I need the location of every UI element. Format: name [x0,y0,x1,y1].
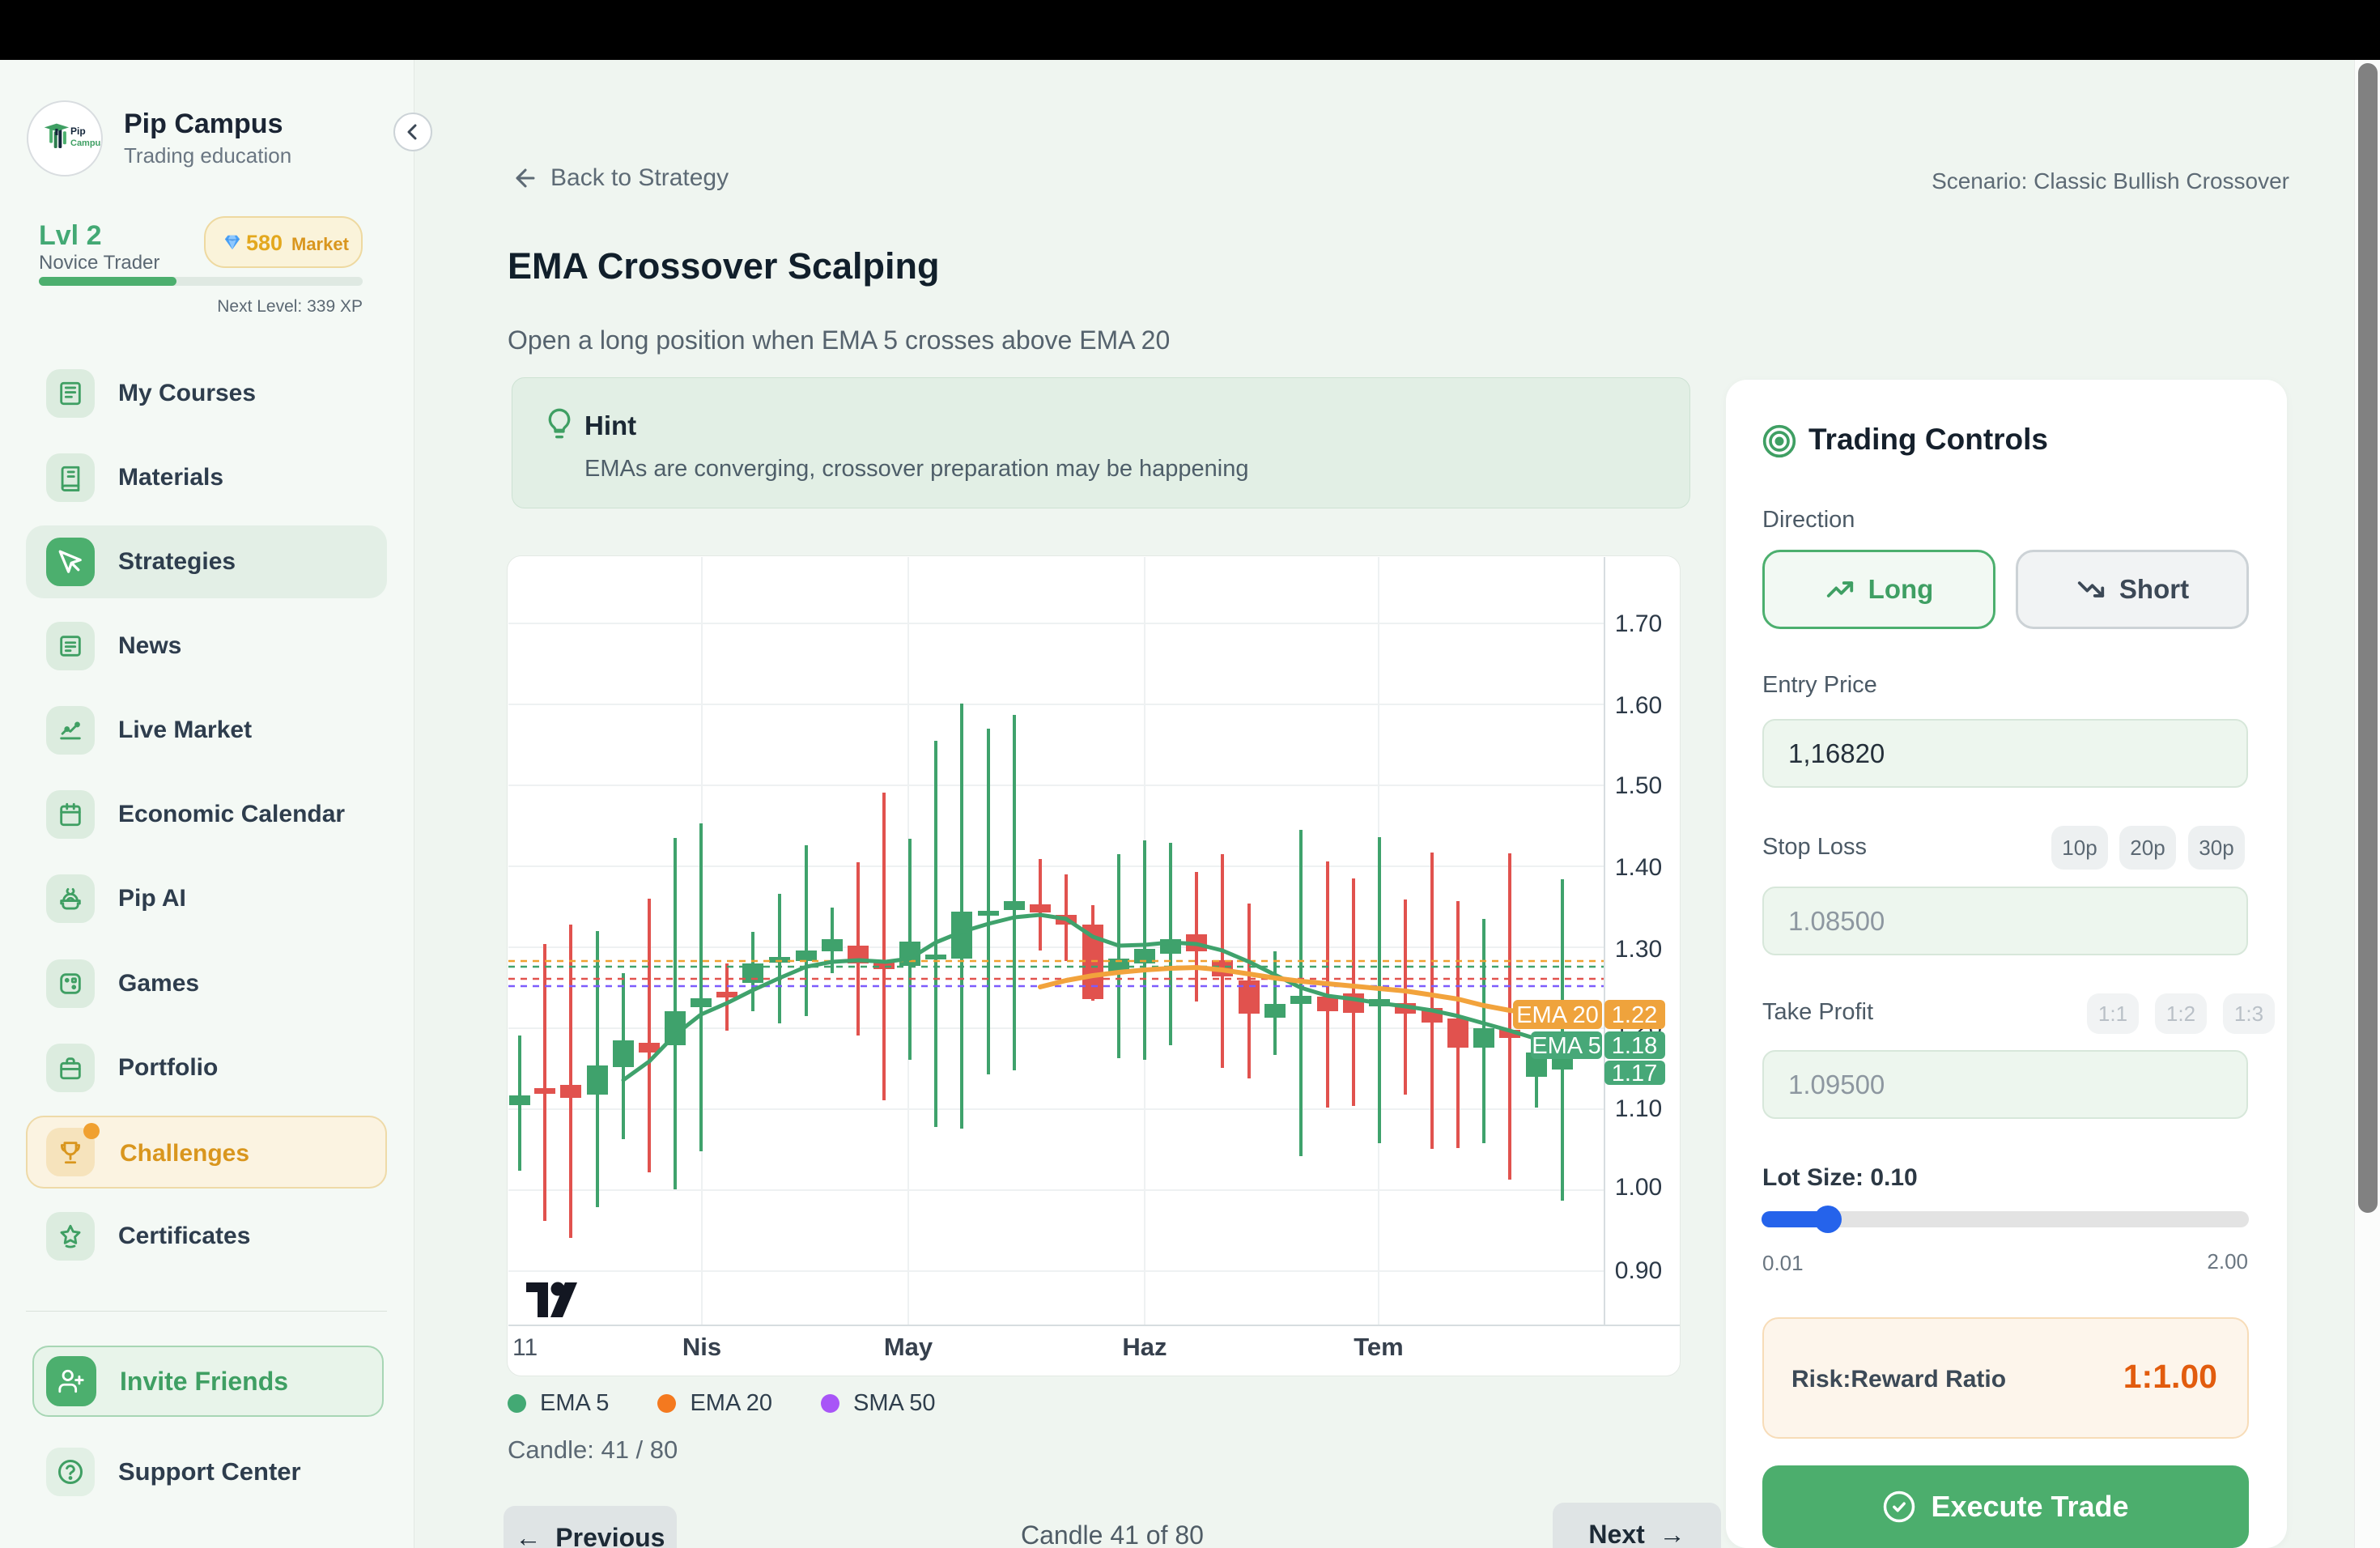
svg-text:Pip: Pip [70,125,86,137]
svg-text:1.30: 1.30 [1615,936,1662,963]
svg-text:1.00: 1.00 [1615,1174,1662,1201]
svg-text:1.40: 1.40 [1615,854,1662,881]
svg-text:11: 11 [512,1334,538,1361]
svg-text:May: May [884,1333,933,1361]
svg-text:1.60: 1.60 [1615,692,1662,719]
svg-text:EMA 20: EMA 20 [1516,1002,1599,1028]
svg-text:1.18: 1.18 [1612,1033,1657,1059]
svg-text:1.10: 1.10 [1615,1095,1662,1122]
svg-text:0.90: 0.90 [1615,1257,1662,1284]
svg-text:Campus: Campus [70,138,101,148]
svg-text:1.50: 1.50 [1615,772,1662,799]
svg-text:1.70: 1.70 [1615,610,1662,637]
svg-text:Nis: Nis [682,1333,721,1361]
svg-text:EMA 5: EMA 5 [1532,1033,1600,1059]
svg-text:Tem: Tem [1354,1333,1403,1361]
svg-text:1.17: 1.17 [1612,1061,1657,1087]
svg-text:1.22: 1.22 [1612,1002,1657,1028]
svg-text:Haz: Haz [1122,1333,1167,1361]
